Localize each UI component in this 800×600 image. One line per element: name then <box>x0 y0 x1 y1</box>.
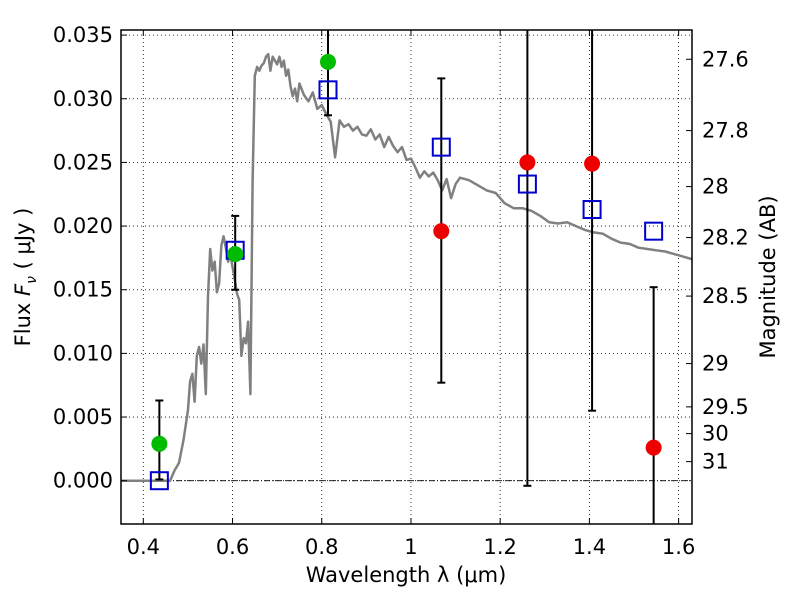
observed-flux-point <box>227 246 244 263</box>
y2-tick-label: 31 <box>702 450 729 474</box>
y2-axis-title: Magnitude (AB) <box>756 195 780 358</box>
y-tick-label: 0.020 <box>53 214 113 238</box>
x-tick-labels: 0.4 0.6 0.8 1 1.2 1.4 1.6 <box>127 535 696 559</box>
y2-tick-label: 29.5 <box>702 395 749 419</box>
x-tick-label: 0.8 <box>305 535 338 559</box>
model-flux-square <box>318 80 338 100</box>
model-flux-square <box>582 200 602 220</box>
y-tick-label: 0.010 <box>53 341 113 365</box>
x-tick-label: 1.6 <box>662 535 695 559</box>
y-axis-title: Flux Fν ( μJy ) <box>11 208 40 347</box>
sed-model-line <box>121 52 692 482</box>
x-tick-label: 1 <box>404 535 417 559</box>
y-tick-label: 0.015 <box>53 278 113 302</box>
y2-tick-label: 30 <box>702 422 729 446</box>
y-tick-label: 0.030 <box>53 87 113 111</box>
model-flux-square <box>644 221 664 241</box>
plot-frame <box>120 29 693 525</box>
errorbar-layer <box>155 30 658 524</box>
y-tick-labels: 0.000 0.005 0.010 0.015 0.020 0.025 0.030 0.035 <box>53 23 113 493</box>
y-tick-label: 0.035 <box>53 23 113 47</box>
y-tick-label: 0.025 <box>53 150 113 174</box>
axis-ticks <box>121 30 692 524</box>
model-flux-square <box>149 471 169 491</box>
y2-tick-label: 27.8 <box>702 119 749 143</box>
y2-tick-label: 28.5 <box>702 284 749 308</box>
observed-flux-point <box>584 155 601 172</box>
observed-flux-point <box>519 154 536 171</box>
x-tick-label: 1.2 <box>483 535 516 559</box>
x-tick-label: 0.6 <box>216 535 249 559</box>
x-tick-label: 1.4 <box>573 535 606 559</box>
y-tick-label: 0.000 <box>53 469 113 493</box>
x-tick-label: 0.4 <box>127 535 160 559</box>
y2-tick-label: 28 <box>702 175 729 199</box>
observed-flux-point <box>645 439 662 456</box>
observed-point-layer <box>151 53 662 456</box>
y2-tick-labels: 27.6 27.8 28 28.2 28.5 29 29.5 30 31 <box>702 47 749 473</box>
grid <box>121 30 692 524</box>
observed-flux-point <box>433 223 450 240</box>
y-tick-label: 0.005 <box>53 405 113 429</box>
y2-tick-label: 29 <box>702 352 729 376</box>
model-flux-square <box>431 137 451 157</box>
y2-tick-label: 28.2 <box>702 226 749 250</box>
model-flux-square <box>517 174 537 194</box>
observed-flux-point <box>319 53 336 70</box>
model-square-layer <box>149 80 664 491</box>
observed-flux-point <box>151 435 168 452</box>
y2-tick-label: 27.6 <box>702 47 749 71</box>
sed-curve-layer <box>121 52 692 482</box>
x-axis-title: Wavelength λ (μm) <box>306 563 507 587</box>
